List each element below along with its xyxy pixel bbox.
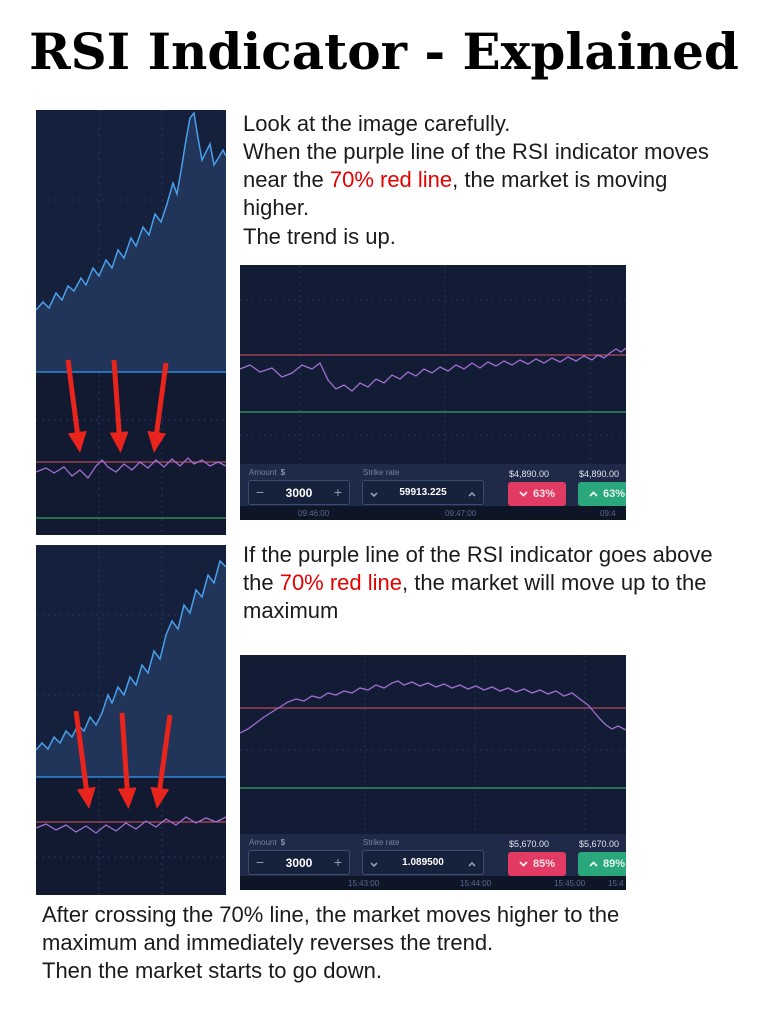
chevron-down-icon[interactable] bbox=[363, 481, 385, 504]
paragraph-2-part2: , the market will move up to the maximum bbox=[243, 570, 707, 624]
buy-payout: $4,890.00 bbox=[579, 469, 620, 479]
rsi-line bbox=[36, 816, 226, 834]
price-chart-svg bbox=[36, 545, 226, 895]
paragraph-3: After crossing the 70% line, the market … bbox=[42, 901, 654, 985]
paragraph-3-line2: Then the market starts to go down. bbox=[42, 958, 382, 984]
rsi-line bbox=[240, 680, 626, 734]
chevron-down-icon bbox=[519, 861, 528, 867]
red-arrow-annotations bbox=[65, 359, 169, 453]
grid-lines bbox=[240, 655, 626, 834]
amount-group: Amount $ − 3000 + bbox=[248, 467, 350, 506]
amount-stepper[interactable]: − 3000 + bbox=[248, 480, 350, 505]
buy-percent: 89% bbox=[602, 858, 626, 870]
sell-percent: 85% bbox=[532, 858, 556, 870]
paragraph-1-part1: When the purple line of the RSI indicato… bbox=[243, 139, 709, 193]
amount-decrease-button[interactable]: − bbox=[255, 854, 265, 870]
strike-rate-value: 59913.225 bbox=[399, 487, 447, 498]
price-line bbox=[36, 559, 226, 751]
currency-symbol: $ bbox=[280, 838, 286, 847]
buy-percent: 63% bbox=[602, 488, 626, 500]
paragraph-1: Look at the image carefully. When the pu… bbox=[243, 110, 721, 251]
chevron-up-icon[interactable] bbox=[461, 851, 483, 874]
time-label: 15:43:00 bbox=[348, 879, 380, 888]
red-arrow-icon bbox=[73, 710, 96, 809]
buy-group: $5,670.00 89% bbox=[578, 837, 626, 876]
amount-label: Amount $ bbox=[249, 838, 286, 847]
paragraph-1-line1: Look at the image carefully. bbox=[243, 111, 511, 136]
price-area bbox=[36, 113, 226, 372]
chevron-down-icon bbox=[519, 491, 528, 497]
highlight-70-red-line: 70% red line bbox=[279, 570, 403, 596]
sell-payout: $5,670.00 bbox=[509, 839, 550, 849]
strike-rate-group: Strike rate 59913.225 bbox=[362, 467, 484, 506]
sell-payout: $4,890.00 bbox=[509, 469, 550, 479]
paragraph-2-part1: If the purple line of the RSI indicator … bbox=[243, 542, 713, 596]
buy-group: $4,890.00 63% bbox=[578, 467, 626, 506]
amount-stepper[interactable]: − 3000 + bbox=[248, 850, 350, 875]
price-chart-screenshot-1 bbox=[36, 110, 226, 535]
paragraph-2: If the purple line of the RSI indicator … bbox=[243, 541, 743, 625]
amount-decrease-button[interactable]: − bbox=[255, 484, 265, 500]
red-arrow-annotations bbox=[73, 710, 173, 809]
time-axis: 15:43:00 15:44:00 15:45:00 15:4 bbox=[240, 876, 626, 890]
red-arrow-icon bbox=[65, 359, 87, 453]
trade-controls-bar: Amount $ − 3000 + Strike rate 59913.225 $… bbox=[240, 464, 626, 506]
buy-button[interactable]: 89% bbox=[578, 852, 626, 876]
amount-label: Amount $ bbox=[249, 468, 286, 477]
grid-lines bbox=[240, 265, 626, 464]
rsi-plot bbox=[240, 265, 626, 464]
strike-rate-selector[interactable]: 59913.225 bbox=[362, 480, 484, 505]
time-label: 15:4 bbox=[608, 879, 624, 888]
trade-panel-screenshot-2: Amount $ − 3000 + Strike rate 1.089500 $5… bbox=[240, 655, 626, 890]
time-label: 09:46:00 bbox=[298, 509, 330, 518]
sell-group: $5,670.00 85% bbox=[508, 837, 566, 876]
amount-increase-button[interactable]: + bbox=[333, 484, 343, 500]
trade-controls-bar: Amount $ − 3000 + Strike rate 1.089500 $5… bbox=[240, 834, 626, 876]
sell-group: $4,890.00 63% bbox=[508, 467, 566, 506]
chevron-up-icon bbox=[589, 491, 598, 497]
strike-rate-value: 1.089500 bbox=[402, 857, 444, 868]
chevron-up-icon[interactable] bbox=[461, 481, 483, 504]
sell-percent: 63% bbox=[532, 488, 556, 500]
strike-rate-group: Strike rate 1.089500 bbox=[362, 837, 484, 876]
rsi-plot bbox=[240, 655, 626, 834]
paragraph-1-part2: , the market is moving higher. bbox=[243, 167, 668, 221]
time-label: 15:44:00 bbox=[460, 879, 492, 888]
amount-increase-button[interactable]: + bbox=[333, 854, 343, 870]
price-chart-screenshot-2 bbox=[36, 545, 226, 895]
price-line bbox=[36, 111, 226, 311]
time-label: 09:47:00 bbox=[445, 509, 477, 518]
currency-symbol: $ bbox=[280, 468, 286, 477]
strike-rate-selector[interactable]: 1.089500 bbox=[362, 850, 484, 875]
amount-value: 3000 bbox=[285, 855, 313, 870]
red-arrow-icon bbox=[150, 714, 173, 809]
red-arrow-icon bbox=[117, 712, 137, 809]
red-arrow-icon bbox=[147, 362, 169, 453]
paragraph-3-line1: After crossing the 70% line, the market … bbox=[42, 902, 620, 956]
sell-button[interactable]: 63% bbox=[508, 482, 566, 506]
chevron-up-icon bbox=[589, 861, 598, 867]
strike-rate-label: Strike rate bbox=[363, 838, 400, 847]
strike-rate-label: Strike rate bbox=[363, 468, 400, 477]
amount-group: Amount $ − 3000 + bbox=[248, 837, 350, 876]
time-label: 15:45:00 bbox=[554, 879, 586, 888]
buy-payout: $5,670.00 bbox=[579, 839, 620, 849]
rsi-line bbox=[240, 347, 626, 392]
trade-panel-screenshot-1: Amount $ − 3000 + Strike rate 59913.225 $… bbox=[240, 265, 626, 520]
page-title: RSI Indicator - Explained bbox=[29, 22, 739, 81]
time-axis: 09:46:00 09:47:00 09:4 bbox=[240, 506, 626, 520]
amount-value: 3000 bbox=[285, 485, 313, 500]
chevron-down-icon[interactable] bbox=[363, 851, 385, 874]
buy-button[interactable]: 63% bbox=[578, 482, 626, 506]
time-label: 09:4 bbox=[600, 509, 616, 518]
price-chart-svg bbox=[36, 110, 226, 535]
price-area bbox=[36, 561, 226, 777]
highlight-70-red-line: 70% red line bbox=[329, 167, 453, 193]
paragraph-1-line3: The trend is up. bbox=[243, 223, 396, 249]
sell-button[interactable]: 85% bbox=[508, 852, 566, 876]
red-arrow-icon bbox=[109, 359, 129, 453]
rsi-line bbox=[36, 457, 226, 480]
